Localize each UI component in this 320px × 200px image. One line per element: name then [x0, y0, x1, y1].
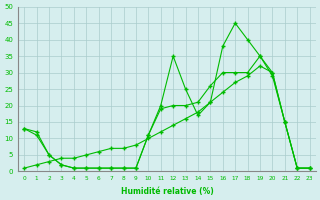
X-axis label: Humidité relative (%): Humidité relative (%)	[121, 187, 213, 196]
